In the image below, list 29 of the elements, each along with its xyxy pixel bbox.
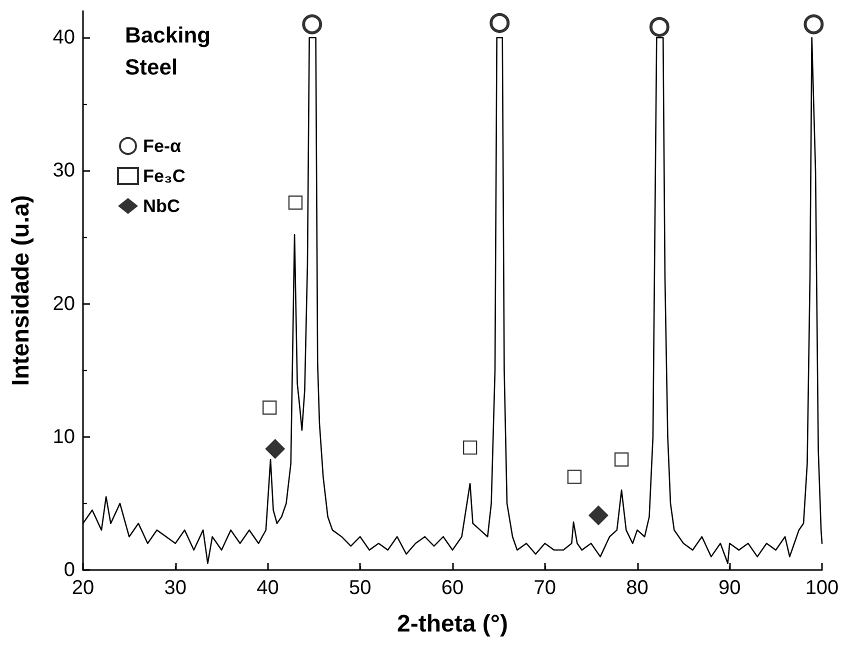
point: [567, 470, 582, 484]
point: [614, 452, 629, 467]
point: [302, 14, 322, 34]
x-tick-label: 60: [441, 577, 464, 599]
x-tick-label: 40: [256, 577, 279, 599]
point: [588, 505, 608, 526]
point: [804, 14, 824, 34]
y-tick-label: 40: [52, 26, 75, 49]
legend-label: Fe-α: [143, 136, 182, 156]
legend-label: NbC: [143, 196, 180, 216]
y-tick-label: 30: [52, 160, 75, 182]
x-tick-label: 70: [534, 577, 556, 599]
x-tick-label: 50: [349, 577, 372, 599]
y-tick-label: 10: [52, 426, 75, 448]
point: [462, 440, 478, 455]
point: [649, 16, 670, 37]
point: [265, 438, 286, 459]
point: [262, 400, 277, 415]
legend-label: Fe₃C: [143, 166, 186, 186]
point: [288, 196, 303, 210]
x-tick-label: 90: [718, 577, 741, 599]
y-axis-title: Intensidade (u.a): [8, 195, 34, 386]
x-tick-label: 100: [805, 577, 839, 599]
x-tick-label: 30: [164, 577, 186, 599]
y-tick-label: 20: [52, 292, 75, 315]
x-axis-title: 2-theta (°): [397, 610, 508, 638]
text: Backing Steel: [125, 22, 217, 80]
point: [490, 12, 510, 33]
x-tick-label: 80: [626, 577, 648, 599]
